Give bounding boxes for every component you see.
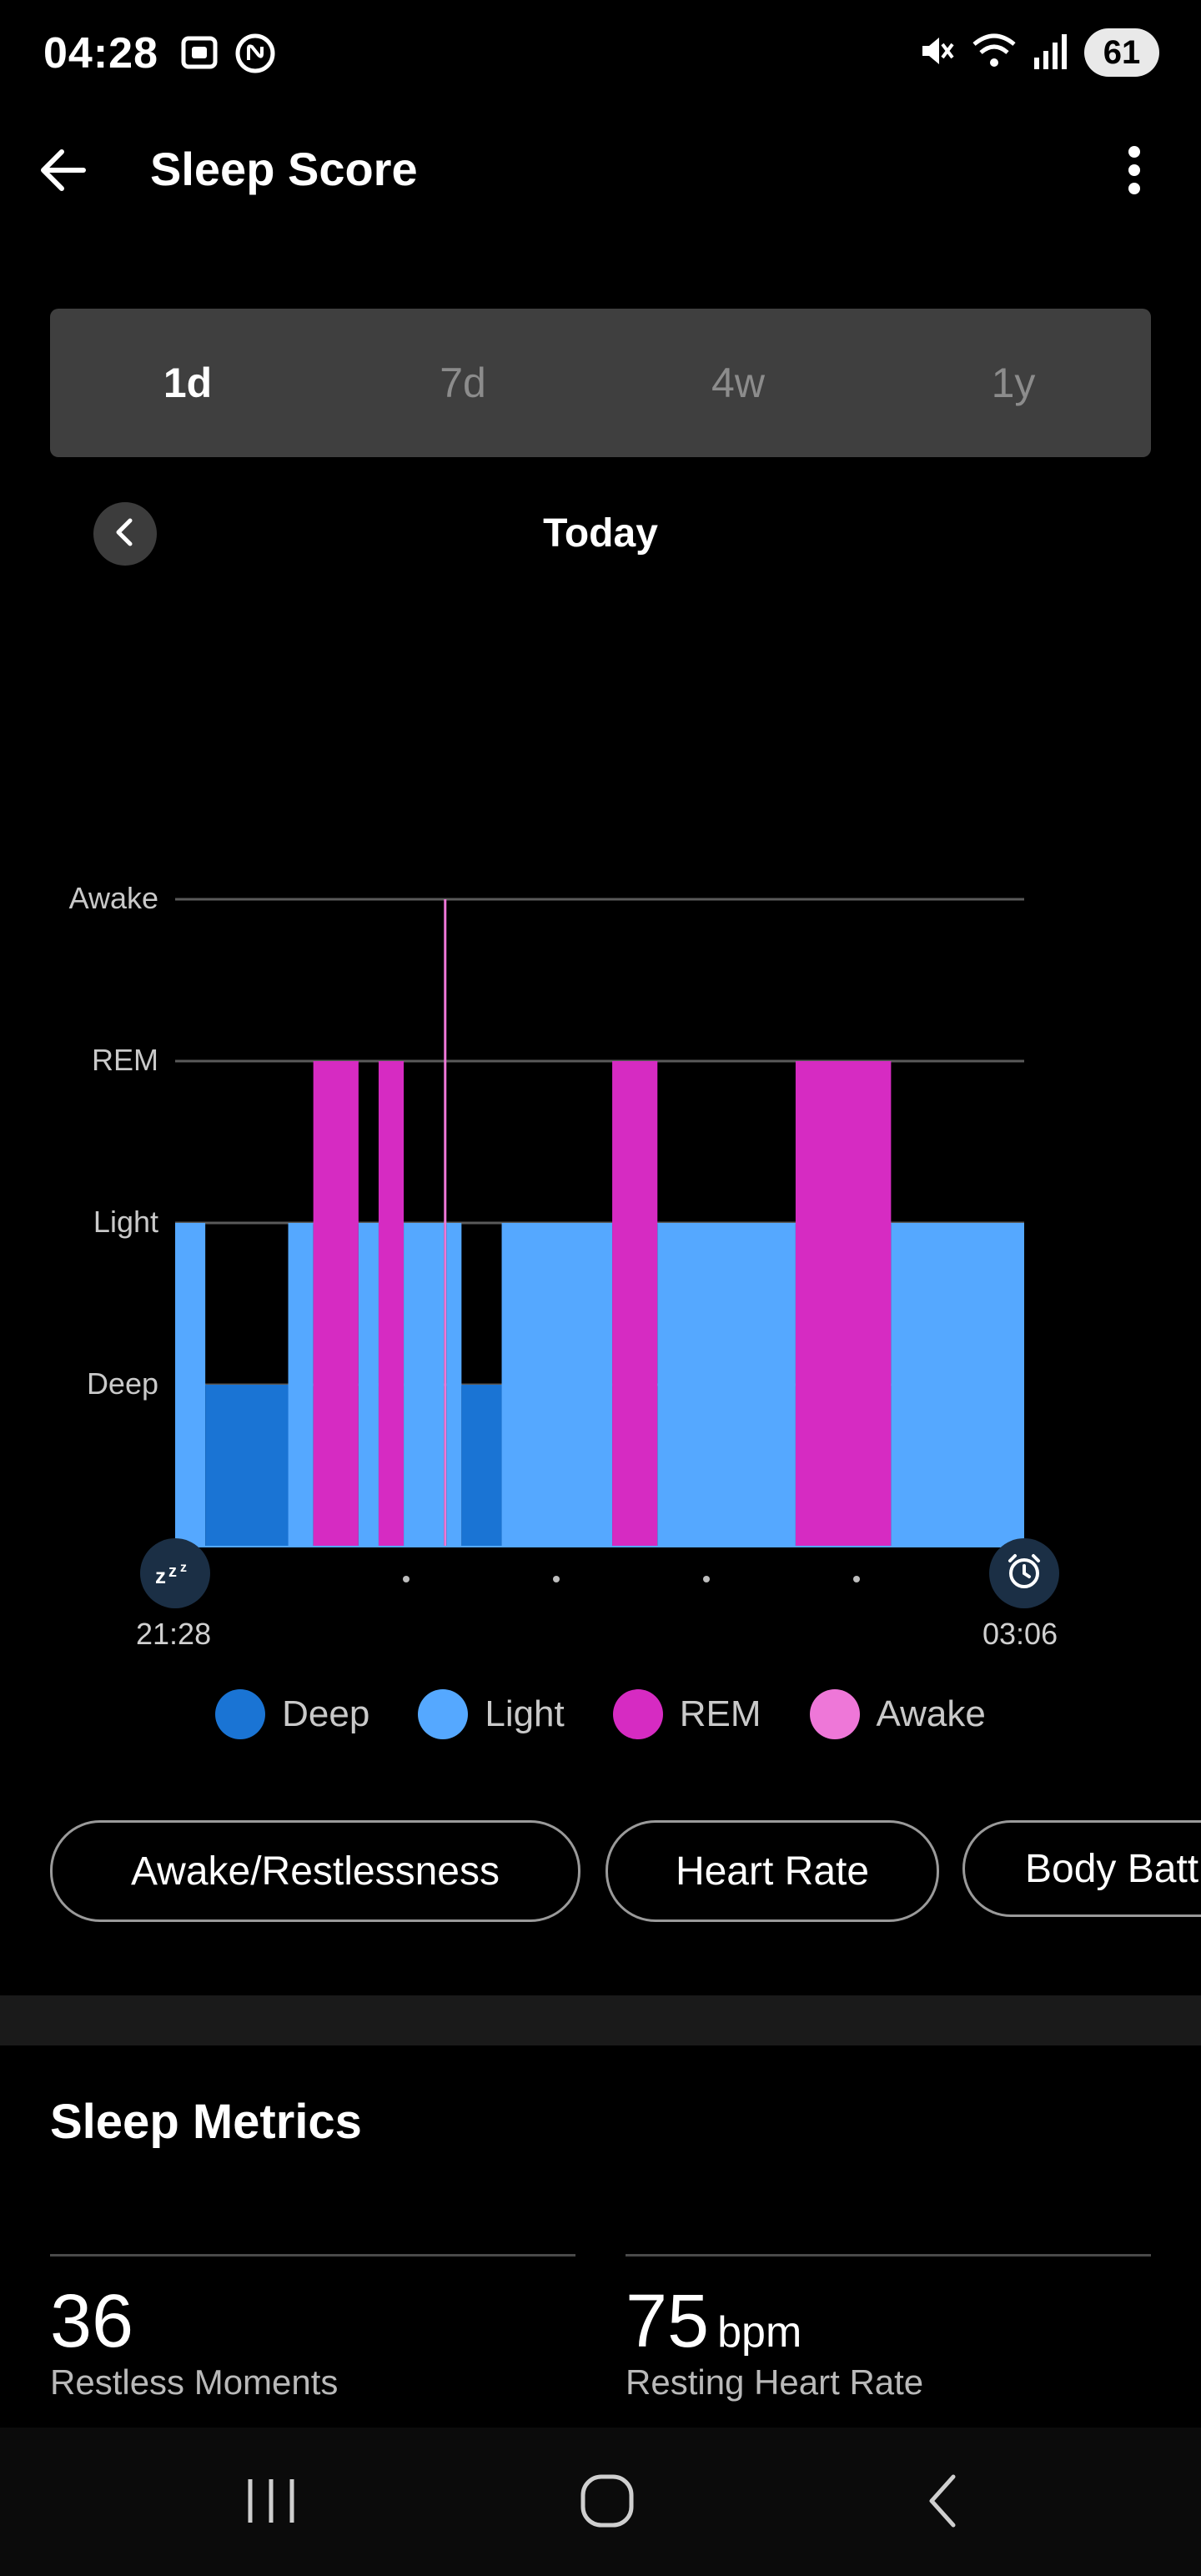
recent-apps-icon xyxy=(242,2476,300,2530)
app-header: Sleep Score xyxy=(0,117,1201,225)
chart-legend: Deep Light REM Awake xyxy=(0,1685,1201,1743)
sleep-segment-rem xyxy=(378,1061,405,1547)
x-end-time: 03:06 xyxy=(982,1617,1058,1651)
status-time: 04:28 xyxy=(43,29,158,78)
legend-item-rem: REM xyxy=(612,1685,761,1743)
wifi-icon xyxy=(971,31,1018,75)
sleep-segment-light xyxy=(657,1223,796,1547)
chevron-left-icon xyxy=(108,516,142,553)
legend-swatch xyxy=(418,1689,469,1739)
home-button[interactable] xyxy=(565,2461,649,2544)
sleep-segment-light xyxy=(891,1223,1024,1547)
sleep-segment-rem xyxy=(612,1061,658,1547)
legend-item-deep: Deep xyxy=(215,1685,369,1743)
chart-canvas xyxy=(175,898,1024,1582)
tab-1y[interactable]: 1y xyxy=(991,360,1036,406)
sleep-stages-chart: Awake REM Light Deep z z z 21:28 03:06 xyxy=(0,834,1201,1685)
legend-label: Awake xyxy=(876,1693,986,1734)
legend-swatch xyxy=(809,1689,860,1739)
metric-divider xyxy=(50,2254,575,2257)
legend-item-awake: Awake xyxy=(809,1685,986,1743)
sleep-segment-light xyxy=(446,1223,462,1547)
metric-restless-moments: 36 Restless Moments xyxy=(50,2254,575,2404)
legend-label: Light xyxy=(485,1693,565,1734)
sleep-segment-light xyxy=(358,1223,379,1547)
svg-text:z: z xyxy=(155,1563,166,1588)
signal-icon xyxy=(1033,31,1069,75)
legend-swatch xyxy=(612,1689,663,1739)
y-label-awake: Awake xyxy=(68,881,158,915)
chip-heart-rate[interactable]: Heart Rate xyxy=(606,1820,939,1922)
tab-4w[interactable]: 4w xyxy=(711,360,765,406)
back-button[interactable] xyxy=(30,138,97,205)
range-tabs: 1d 7d 4w 1y xyxy=(50,309,1151,457)
sleep-start-marker: z z z xyxy=(140,1538,210,1608)
sleep-segment-light xyxy=(175,1223,206,1547)
section-divider xyxy=(0,1995,1201,2045)
home-icon xyxy=(578,2472,636,2534)
x-tick-dot xyxy=(703,1576,710,1582)
system-nav-bar xyxy=(0,2428,1201,2576)
sleep-segment-light xyxy=(288,1223,314,1547)
sleep-zzz-icon: z z z xyxy=(153,1555,197,1592)
sleep-segment-awake xyxy=(444,899,447,1547)
more-options-button[interactable] xyxy=(1101,138,1168,205)
y-label-light: Light xyxy=(93,1205,158,1239)
x-start-time: 21:28 xyxy=(136,1617,212,1651)
x-tick-dot xyxy=(403,1576,410,1582)
metric-value: 75 xyxy=(626,2280,710,2363)
metric-divider xyxy=(626,2254,1151,2257)
metric-value: 36 xyxy=(50,2280,134,2363)
previous-day-button[interactable] xyxy=(93,502,157,566)
y-label-rem: REM xyxy=(92,1043,158,1077)
recent-apps-button[interactable] xyxy=(229,2461,313,2544)
sleep-segment-light xyxy=(501,1223,613,1547)
sleep-segment-deep xyxy=(205,1385,289,1547)
mute-icon xyxy=(916,31,956,75)
arrow-left-icon xyxy=(37,143,90,201)
chip-awake-restlessness[interactable]: Awake/Restlessness xyxy=(50,1820,580,1922)
metric-unit: bpm xyxy=(717,2308,802,2357)
x-tick-dot xyxy=(553,1576,560,1582)
sleep-segment-rem xyxy=(313,1061,359,1547)
chip-body-battery[interactable]: Body Batt xyxy=(962,1820,1201,1917)
tab-7d[interactable]: 7d xyxy=(440,360,486,406)
legend-swatch xyxy=(215,1689,266,1739)
more-vertical-icon xyxy=(1126,143,1143,201)
metric-label: Resting Heart Rate xyxy=(626,2362,924,2402)
sleep-segment-rem xyxy=(795,1061,892,1547)
alarm-clock-icon xyxy=(1003,1551,1045,1597)
legend-label: REM xyxy=(679,1693,761,1734)
legend-item-light: Light xyxy=(418,1685,565,1743)
sleep-metrics-title: Sleep Metrics xyxy=(50,2095,362,2149)
overlay-chips: Awake/Restlessness Heart Rate Body Batt xyxy=(50,1820,1201,1922)
battery-indicator: 61 xyxy=(1084,28,1159,77)
status-bar: 04:28 61 xyxy=(0,0,1201,108)
sleep-segment-deep xyxy=(461,1385,502,1547)
y-label-deep: Deep xyxy=(86,1366,158,1401)
nfc-icon xyxy=(234,32,277,79)
screenshot-icon xyxy=(178,32,220,79)
back-icon xyxy=(922,2472,963,2534)
date-label: Today xyxy=(543,511,658,556)
legend-label: Deep xyxy=(282,1693,370,1734)
metric-label: Restless Moments xyxy=(50,2362,339,2402)
x-tick-dot xyxy=(853,1576,860,1582)
page-title: Sleep Score xyxy=(150,143,418,195)
svg-text:z: z xyxy=(180,1561,187,1575)
svg-text:z: z xyxy=(168,1562,177,1581)
tab-1d[interactable]: 1d xyxy=(163,360,213,406)
wake-end-marker xyxy=(989,1538,1059,1608)
sleep-segment-light xyxy=(404,1223,445,1547)
nav-back-button[interactable] xyxy=(901,2461,984,2544)
metric-resting-heart-rate: 75 bpm Resting Heart Rate xyxy=(626,2254,1151,2404)
